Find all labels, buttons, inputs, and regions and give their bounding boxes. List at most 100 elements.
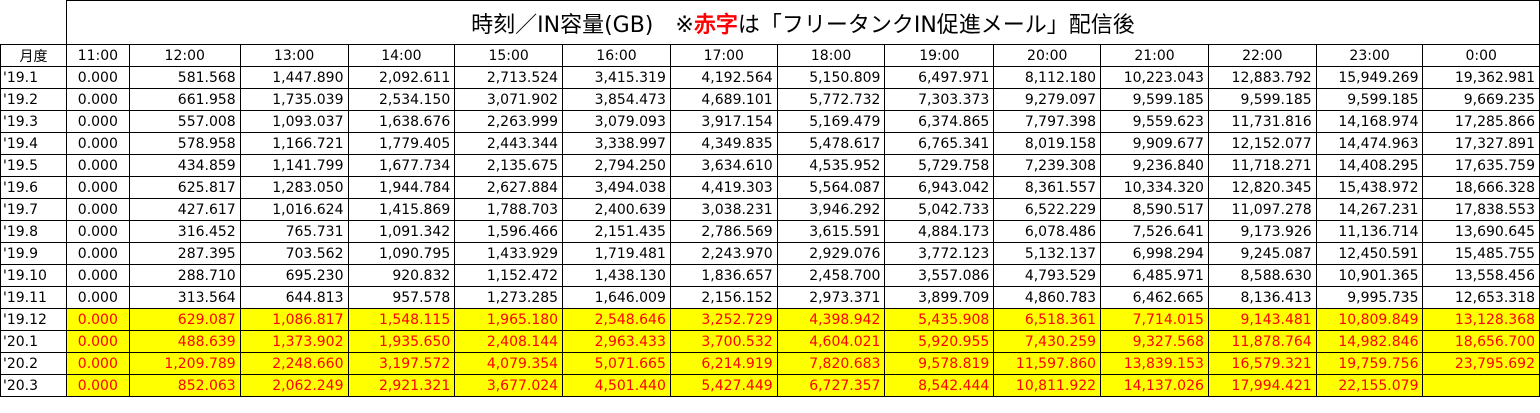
value-cell: 0.000	[65, 176, 130, 199]
column-header-time: 23:00	[1315, 44, 1424, 67]
value-cell: 5,435.908	[884, 308, 995, 331]
title-prefix: 時刻／IN容量(GB) ※	[471, 12, 694, 38]
value-cell: 4,079.354	[454, 352, 564, 375]
value-cell: 14,168.974	[1315, 110, 1424, 133]
month-cell: '20.2	[0, 352, 67, 375]
value-cell: 7,239.308	[993, 154, 1102, 177]
column-header-time: 11:00	[65, 44, 130, 67]
table-row: '19.6 0.000 625.817 1,283.050 1,944.784 2,627…	[0, 176, 1540, 199]
value-cell: 11,878.764	[1207, 330, 1317, 353]
value-cell: 1,836.657	[669, 264, 778, 287]
value-cell: 2,929.076	[776, 242, 886, 265]
value-cell: 2,794.250	[562, 154, 671, 177]
value-cell: 1,373.902	[239, 330, 349, 353]
value-cell: 6,998.294	[1100, 242, 1209, 265]
value-cell: 703.562	[239, 242, 349, 265]
value-cell: 629.087	[128, 308, 241, 331]
value-cell: 17,327.891	[1422, 132, 1540, 155]
value-cell: 4,349.835	[669, 132, 778, 155]
value-cell: 4,604.021	[776, 330, 886, 353]
value-cell: 4,793.529	[993, 264, 1102, 287]
column-header-time: 15:00	[454, 44, 564, 67]
value-cell: 316.452	[128, 220, 241, 243]
value-cell: 4,860.783	[993, 286, 1102, 309]
value-cell: 0.000	[65, 352, 130, 375]
value-cell: 8,136.413	[1207, 286, 1317, 309]
table-title: 時刻／IN容量(GB) ※赤字は「フリータンクIN促進メール」配信後	[65, 0, 1540, 45]
value-cell: 13,558.456	[1422, 264, 1540, 287]
value-cell: 8,112.180	[993, 66, 1102, 89]
data-table: 時刻／IN容量(GB) ※赤字は「フリータンクIN促進メール」配信後 月度 11:…	[0, 0, 1540, 397]
value-cell: 5,042.733	[884, 198, 995, 221]
month-cell: '19.12	[0, 308, 67, 331]
value-cell: 1,548.115	[347, 308, 456, 331]
column-header-time: 16:00	[562, 44, 671, 67]
month-cell: '19.3	[0, 110, 67, 133]
value-cell: 661.958	[128, 88, 241, 111]
column-header-time: 14:00	[347, 44, 456, 67]
value-cell: 3,677.024	[454, 374, 564, 397]
value-cell: 3,946.292	[776, 198, 886, 221]
value-cell: 4,884.173	[884, 220, 995, 243]
value-cell: 1,638.676	[347, 110, 456, 133]
value-cell: 4,535.952	[776, 154, 886, 177]
table-row: '19.4 0.000 578.958 1,166.721 1,779.405 2,443…	[0, 132, 1540, 155]
value-cell: 3,772.123	[884, 242, 995, 265]
table-row: '19.9 0.000 287.395 703.562 1,090.795 1,433.9…	[0, 242, 1540, 265]
value-cell: 8,542.444	[884, 374, 995, 397]
value-cell: 313.564	[128, 286, 241, 309]
value-cell: 1,944.784	[347, 176, 456, 199]
value-cell: 1,646.009	[562, 286, 671, 309]
value-cell: 6,727.357	[776, 374, 886, 397]
month-cell: '19.2	[0, 88, 67, 111]
value-cell: 9,279.097	[993, 88, 1102, 111]
value-cell: 1,935.650	[347, 330, 456, 353]
month-cell: '19.1	[0, 66, 67, 89]
value-cell: 2,458.700	[776, 264, 886, 287]
value-cell: 2,156.152	[669, 286, 778, 309]
month-cell: '19.4	[0, 132, 67, 155]
value-cell: 765.731	[239, 220, 349, 243]
value-cell: 5,169.479	[776, 110, 886, 133]
value-cell: 9,143.481	[1207, 308, 1317, 331]
value-cell: 3,700.532	[669, 330, 778, 353]
table-row: '19.12 0.000 629.087 1,086.817 1,548.115 1,96…	[0, 308, 1540, 331]
table-row: '19.8 0.000 316.452 765.731 1,091.342 1,596.4…	[0, 220, 1540, 243]
value-cell: 6,214.919	[669, 352, 778, 375]
value-cell: 2,243.970	[669, 242, 778, 265]
value-cell: 9,995.735	[1315, 286, 1424, 309]
table-body: '19.1 0.000 581.568 1,447.890 2,092.611 2,713…	[0, 66, 1540, 397]
value-cell: 1,965.180	[454, 308, 564, 331]
value-cell: 8,590.517	[1100, 198, 1209, 221]
value-cell: 4,419.303	[669, 176, 778, 199]
value-cell: 695.230	[239, 264, 349, 287]
value-cell: 2,627.884	[454, 176, 564, 199]
value-cell: 8,361.557	[993, 176, 1102, 199]
value-cell: 1,093.037	[239, 110, 349, 133]
table-row: '19.3 0.000 557.008 1,093.037 1,638.676 2,263…	[0, 110, 1540, 133]
value-cell: 9,173.926	[1207, 220, 1317, 243]
value-cell: 0.000	[65, 110, 130, 133]
value-cell: 1,091.342	[347, 220, 456, 243]
value-cell: 1,438.130	[562, 264, 671, 287]
value-cell: 2,062.249	[239, 374, 349, 397]
value-cell: 5,920.955	[884, 330, 995, 353]
value-cell: 4,689.101	[669, 88, 778, 111]
value-cell: 644.813	[239, 286, 349, 309]
value-cell: 12,883.792	[1207, 66, 1317, 89]
value-cell: 488.639	[128, 330, 241, 353]
value-cell: 1,719.481	[562, 242, 671, 265]
value-cell: 2,400.639	[562, 198, 671, 221]
value-cell: 19,362.981	[1422, 66, 1540, 89]
value-cell: 3,899.709	[884, 286, 995, 309]
column-header-time: 12:00	[128, 44, 241, 67]
value-cell: 9,245.087	[1207, 242, 1317, 265]
title-suffix: は「フリータンクIN促進メール」配信後	[737, 12, 1135, 38]
column-header-time: 21:00	[1100, 44, 1209, 67]
value-cell: 7,526.641	[1100, 220, 1209, 243]
value-cell: 427.617	[128, 198, 241, 221]
value-cell: 7,303.373	[884, 88, 995, 111]
value-cell: 0.000	[65, 220, 130, 243]
value-cell: 22,155.079	[1315, 374, 1424, 397]
value-cell: 9,578.819	[884, 352, 995, 375]
